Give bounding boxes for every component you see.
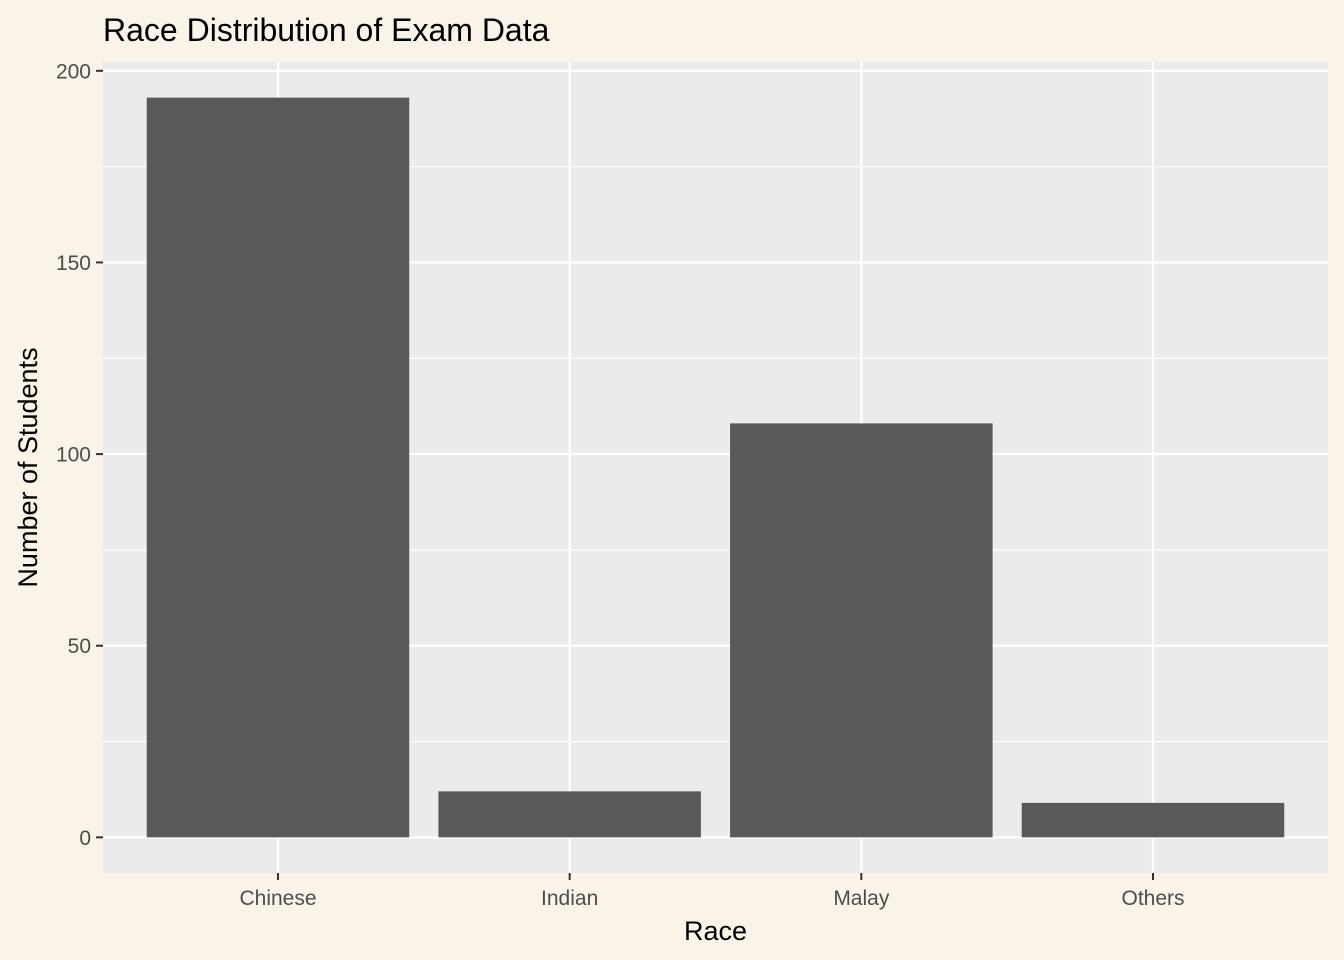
y-tick-label: 150 (56, 252, 91, 275)
bars (146, 97, 1285, 838)
y-axis-title: Number of Students (13, 347, 43, 587)
y-tick-label: 0 (79, 827, 91, 850)
bar-indian (438, 791, 701, 838)
bar-malay (730, 423, 993, 838)
x-tick-label: Indian (541, 887, 598, 910)
bar-others (1021, 802, 1285, 838)
x-tick-label: Chinese (239, 887, 316, 910)
chart-title: Race Distribution of Exam Data (103, 12, 550, 48)
x-axis-title: Race (684, 916, 747, 946)
bar-chinese (146, 97, 410, 838)
y-axis: 0 50 100 150 200 (56, 60, 103, 850)
y-tick-label: 50 (68, 635, 91, 658)
x-tick-label: Others (1121, 887, 1184, 910)
y-tick-label: 200 (56, 60, 91, 83)
x-tick-label: Malay (833, 887, 890, 910)
x-axis: Chinese Indian Malay Others (239, 873, 1185, 910)
y-tick-label: 100 (56, 444, 91, 467)
